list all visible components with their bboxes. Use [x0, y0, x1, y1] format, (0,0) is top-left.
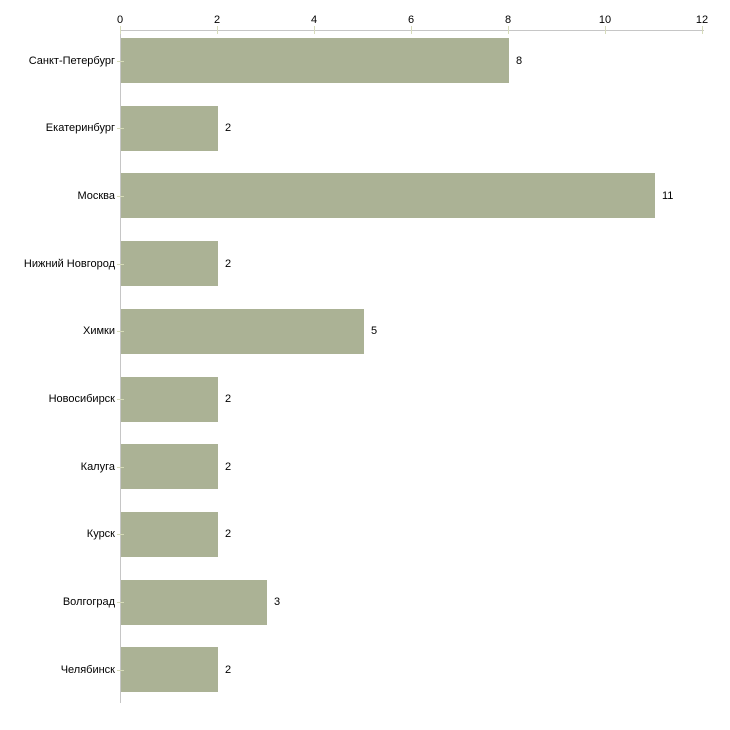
category-tick-mark	[117, 128, 124, 129]
bar	[121, 647, 218, 692]
category-label: Санкт-Петербург	[28, 55, 115, 67]
x-tick-label: 0	[116, 14, 124, 26]
x-tick-label: 12	[695, 14, 709, 26]
category-label: Челябинск	[60, 664, 115, 676]
bar	[121, 377, 218, 422]
value-label: 3	[274, 596, 281, 608]
bar	[121, 173, 655, 218]
category-tick-mark	[117, 61, 124, 62]
bar	[121, 106, 218, 151]
category-tick-mark	[117, 331, 124, 332]
category-tick-mark	[117, 196, 124, 197]
bar	[121, 309, 364, 354]
x-tick-label: 4	[310, 14, 318, 26]
category-label: Екатеринбург	[45, 122, 115, 134]
category-tick-mark	[117, 670, 124, 671]
value-label: 2	[225, 664, 232, 676]
x-axis-line	[120, 30, 704, 31]
category-tick-mark	[117, 534, 124, 535]
value-label: 2	[225, 393, 232, 405]
category-label: Химки	[82, 325, 115, 337]
bar	[121, 580, 267, 625]
x-tick-label: 6	[407, 14, 415, 26]
value-label: 2	[225, 461, 232, 473]
x-tick-mark	[120, 26, 121, 34]
x-tick-label: 2	[213, 14, 221, 26]
x-tick-label: 10	[598, 14, 612, 26]
category-label: Курск	[86, 528, 115, 540]
category-label: Волгоград	[62, 596, 115, 608]
category-tick-mark	[117, 264, 124, 265]
x-tick-mark	[605, 26, 606, 34]
value-label: 2	[225, 258, 232, 270]
y-axis-line	[120, 30, 121, 703]
value-label: 5	[371, 325, 378, 337]
x-tick-mark	[217, 26, 218, 34]
x-tick-mark	[411, 26, 412, 34]
x-tick-label: 8	[504, 14, 512, 26]
category-label: Москва	[77, 190, 115, 202]
category-tick-mark	[117, 467, 124, 468]
value-label: 8	[516, 55, 523, 67]
bar	[121, 512, 218, 557]
category-tick-mark	[117, 399, 124, 400]
x-tick-mark	[702, 26, 703, 34]
value-label: 2	[225, 528, 232, 540]
category-label: Нижний Новгород	[23, 258, 115, 270]
value-label: 2	[225, 122, 232, 134]
category-label: Калуга	[80, 461, 115, 473]
category-label: Новосибирск	[48, 393, 115, 405]
category-tick-mark	[117, 602, 124, 603]
bar	[121, 444, 218, 489]
x-tick-mark	[314, 26, 315, 34]
x-tick-mark	[508, 26, 509, 34]
bar	[121, 241, 218, 286]
value-label: 11	[662, 190, 674, 202]
bar	[121, 38, 509, 83]
